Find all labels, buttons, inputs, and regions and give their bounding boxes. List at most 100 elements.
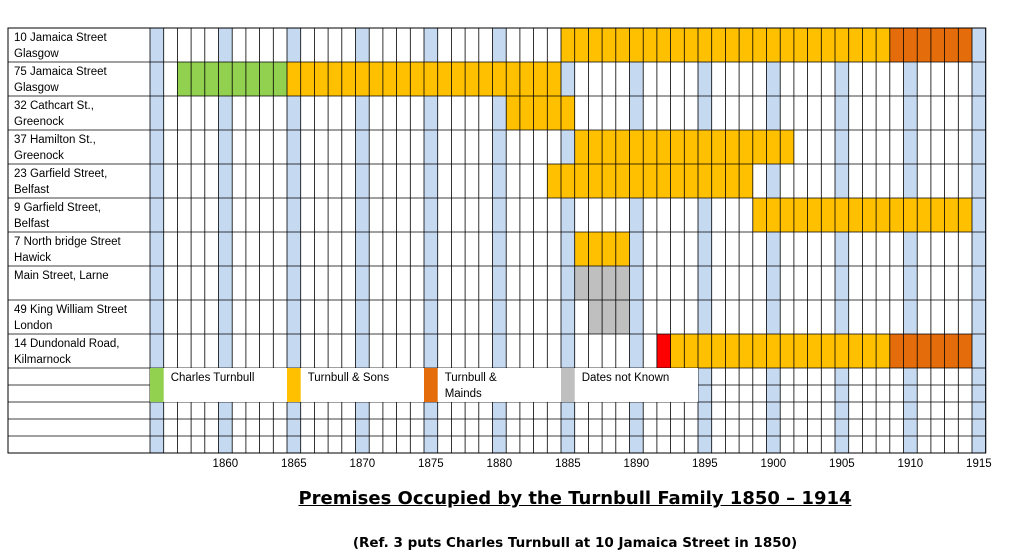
cell-sons-1904: [821, 28, 835, 62]
cell-sons-1888: [602, 130, 616, 164]
year-tick-1910: 1910: [898, 458, 924, 470]
year-tick-1865: 1865: [281, 458, 307, 470]
row-label: 10 Jamaica Street: [14, 32, 107, 44]
cell-sons-1882: [519, 96, 534, 130]
cell-sons-1899: [752, 334, 767, 368]
cell-sons-1903: [807, 334, 822, 368]
cell-sons-1901: [780, 334, 794, 368]
cell-mainds-1914: [958, 334, 972, 368]
cell-sons-1899: [752, 198, 767, 232]
cell-sons-1901: [780, 130, 794, 164]
cell-unknown-1889: [615, 300, 630, 334]
premises-chart: 10 Jamaica Street Glasgow 75 Jamaica Stree…: [7, 27, 992, 470]
row-label: 49 King William Street: [14, 304, 128, 316]
cell-sons-1890: [629, 28, 644, 62]
cell-sons-1896: [711, 130, 726, 164]
year-tick-1870: 1870: [350, 458, 376, 470]
row-label: Main Street, Larne: [14, 270, 109, 282]
cell-sons-1874: [410, 62, 424, 96]
cell-sons-1894: [684, 28, 698, 62]
row-label: 23 Garfield Street,: [14, 168, 107, 180]
highlight-column-1860: [218, 28, 233, 453]
chart-title: Premises Occupied by the Turnbull Family…: [298, 488, 852, 509]
cell-sons-1894: [684, 334, 698, 368]
cell-sons-1909: [889, 198, 904, 232]
row-label: Belfast: [14, 218, 50, 230]
cell-sons-1896: [711, 334, 726, 368]
cell-sons-1901: [780, 28, 794, 62]
cell-sons-1906: [848, 334, 863, 368]
cell-sons-1892: [656, 130, 671, 164]
cell-sons-1887: [588, 130, 603, 164]
cell-mainds-1912: [930, 28, 945, 62]
cell-sons-1885: [561, 164, 575, 198]
cell-sons-1902: [793, 334, 808, 368]
legend-box: [287, 368, 424, 402]
cell-sons-1895: [698, 130, 712, 164]
cell-unknown-1886: [574, 266, 589, 300]
cell-sons-1906: [848, 198, 863, 232]
cell-sons-1908: [876, 334, 890, 368]
cell-sons-1901: [780, 198, 794, 232]
cell-sons-1888: [602, 232, 616, 266]
cell-charles-1861: [232, 62, 246, 96]
cell-sons-1888: [602, 164, 616, 198]
cell-sons-1889: [615, 130, 630, 164]
row-label: London: [14, 320, 52, 332]
cell-sons-1900: [766, 198, 781, 232]
legend-label-mainds: Turnbull &: [445, 372, 497, 384]
cell-sons-1907: [862, 198, 877, 232]
cell-sons-1889: [615, 164, 630, 198]
cell-mainds-1909: [889, 28, 904, 62]
cell-sons-1883: [533, 62, 548, 96]
cell-sons-1891: [643, 164, 657, 198]
cell-sons-1897: [725, 130, 740, 164]
cell-sons-1890: [629, 130, 644, 164]
cell-sons-1894: [684, 130, 698, 164]
cell-sons-1914: [958, 198, 972, 232]
cell-sons-1865: [287, 62, 301, 96]
cell-sons-1887: [588, 232, 603, 266]
cell-sons-1883: [533, 96, 548, 130]
cell-sons-1900: [766, 334, 781, 368]
row-label: Belfast: [14, 184, 50, 196]
highlight-column-1880: [492, 28, 507, 453]
cell-sons-1905: [835, 28, 849, 62]
highlight-column-1875: [424, 28, 438, 453]
cell-sons-1869: [341, 62, 356, 96]
occupancy-cells: [177, 28, 972, 368]
year-ticks: 1860 1865 1870 1875 1880 1885 1890 1895 1900 1905…: [213, 458, 992, 470]
cell-sons-1898: [739, 164, 753, 198]
cell-sons-1912: [930, 198, 945, 232]
cell-sons-1896: [711, 28, 726, 62]
cell-sons-1903: [807, 28, 822, 62]
cell-unknown-1889: [615, 266, 630, 300]
cell-sons-1907: [862, 28, 877, 62]
year-tick-1905: 1905: [829, 458, 855, 470]
cell-sons-1908: [876, 28, 890, 62]
cell-mainds-1909: [889, 334, 904, 368]
cell-mainds-1911: [917, 28, 931, 62]
cell-sons-1900: [766, 130, 781, 164]
cell-sons-1895: [698, 164, 712, 198]
cell-sons-1898: [739, 334, 753, 368]
cell-unknown-1887: [588, 266, 603, 300]
cell-sons-1886: [574, 130, 589, 164]
cell-sons-1888: [602, 28, 616, 62]
cell-sons-1884: [547, 62, 561, 96]
cell-sons-1893: [670, 164, 685, 198]
cell-sons-1872: [382, 62, 397, 96]
cell-sons-1892: [656, 28, 671, 62]
cell-sons-1871: [369, 62, 383, 96]
cell-sons-1896: [711, 164, 726, 198]
cell-unknown-1887: [588, 300, 603, 334]
year-tick-1875: 1875: [418, 458, 444, 470]
cell-sons-1889: [615, 28, 630, 62]
row-label: 75 Jamaica Street: [14, 66, 107, 78]
cell-sons-1905: [835, 198, 849, 232]
cell-charles-1857: [177, 62, 192, 96]
cell-sons-1884: [547, 96, 561, 130]
cell-unknown-1888: [602, 300, 616, 334]
cell-sons-1886: [574, 232, 589, 266]
year-tick-1890: 1890: [624, 458, 650, 470]
